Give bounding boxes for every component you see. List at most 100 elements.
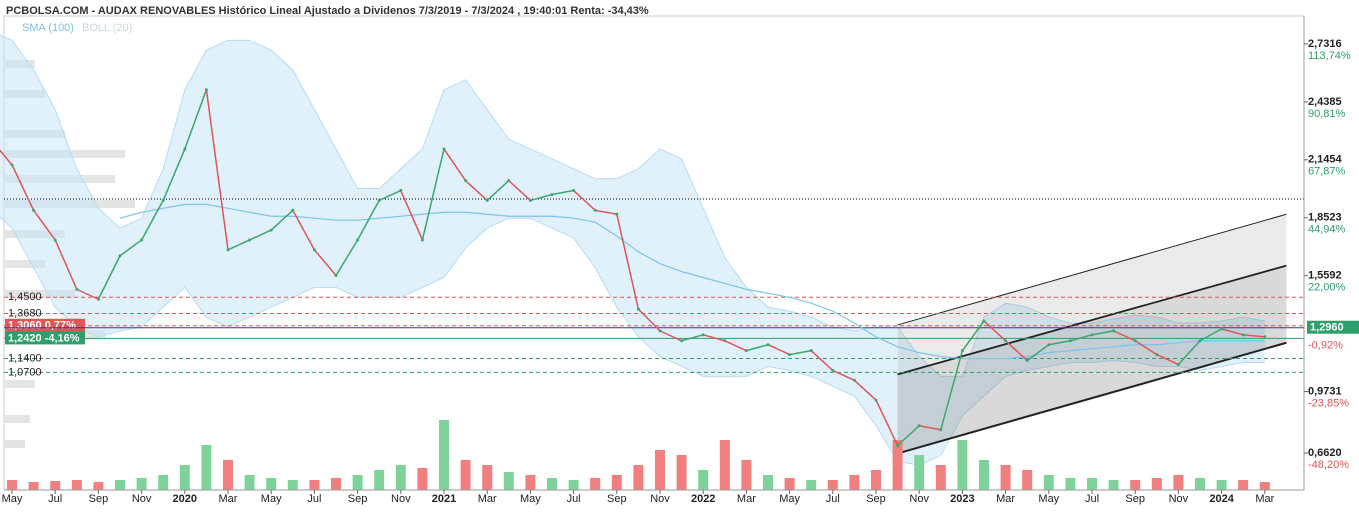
x-tick-label: May — [261, 493, 282, 505]
x-tick-label: May — [520, 493, 541, 505]
price-segment — [54, 239, 78, 290]
y2-tick-label: 44,94% — [1308, 224, 1346, 236]
y2-tick-label: 67,87% — [1308, 166, 1346, 178]
price-point — [831, 368, 835, 372]
price-segment — [465, 180, 488, 201]
x-tick-label: Nov — [650, 493, 670, 505]
price-point — [852, 378, 856, 382]
price-point — [420, 238, 424, 242]
price-point — [226, 248, 230, 252]
price-point — [377, 198, 381, 202]
x-tick-label: Sep — [348, 493, 368, 505]
x-tick-label: May — [779, 493, 800, 505]
price-segment — [681, 334, 704, 342]
price-point — [161, 198, 165, 202]
price-segment — [97, 255, 121, 300]
price-segment — [897, 425, 920, 447]
x-tick-label: Sep — [866, 493, 886, 505]
y2-tick-label: 22,00% — [1308, 282, 1346, 294]
price-segment — [767, 344, 790, 356]
volume-bar — [741, 460, 752, 490]
price-point — [723, 339, 727, 343]
volume-bar — [698, 470, 709, 490]
x-tick-label: 2022 — [691, 493, 715, 505]
price-point — [1198, 339, 1202, 343]
volume-bar — [611, 475, 622, 490]
price-point — [528, 198, 532, 202]
price-segment — [486, 180, 510, 201]
volume-bar — [568, 480, 579, 490]
channel-middle — [897, 264, 1287, 376]
x-tick-label: 2020 — [173, 493, 197, 505]
y2-tick-label: -23,85% — [1308, 397, 1349, 409]
price-segment — [443, 148, 467, 182]
price-segment — [789, 349, 812, 356]
price-point — [118, 254, 122, 258]
price-point — [1176, 362, 1180, 366]
boll-lower — [0, 216, 1265, 466]
level-label: 1,4500 — [8, 291, 42, 303]
volume-bar — [482, 465, 493, 490]
price-segment — [919, 425, 941, 431]
volume-bar — [395, 465, 406, 490]
volume-bar — [525, 475, 536, 490]
x-tick-label: May — [2, 493, 23, 505]
volume-bar — [439, 420, 449, 490]
price-point — [788, 353, 792, 357]
volume-bar — [331, 478, 341, 490]
x-tick-label: 2021 — [432, 493, 456, 505]
level-label: 1,1400 — [8, 352, 42, 364]
price-point — [593, 208, 597, 212]
price-point — [269, 228, 273, 232]
price-segment — [616, 214, 640, 310]
price-segment — [853, 379, 877, 401]
price-segment — [1113, 330, 1136, 342]
price-segment — [140, 200, 164, 241]
price-segment — [76, 288, 99, 300]
x-tick-label: 2024 — [1209, 493, 1234, 505]
x-tick-label: Mar — [737, 493, 756, 505]
volume-bar — [979, 460, 989, 490]
price-point — [917, 424, 921, 428]
y-tick-label: 1,8523 — [1308, 212, 1342, 224]
price-point — [312, 248, 316, 252]
price-segment — [530, 193, 553, 202]
price-segment — [983, 320, 1007, 342]
price-segment — [1177, 340, 1201, 365]
price-point — [636, 307, 640, 311]
price-point — [701, 333, 705, 337]
price-point — [442, 147, 446, 151]
price-segment — [637, 308, 661, 332]
price-segment — [1156, 353, 1179, 366]
x-tick-label: Jul — [48, 493, 62, 505]
price-segment — [421, 148, 445, 241]
volume-bar — [719, 440, 730, 490]
price-segment — [313, 249, 337, 277]
x-tick-label: Mar — [1255, 493, 1274, 505]
volume-bar — [460, 460, 471, 490]
volume-bar — [935, 465, 946, 490]
price-segment — [119, 239, 143, 257]
price-point — [1220, 327, 1224, 331]
volume-bar — [1195, 478, 1205, 490]
price-segment — [724, 340, 747, 352]
x-tick-label: Jul — [826, 493, 840, 505]
volume-bar — [71, 480, 82, 490]
x-tick-label: Nov — [132, 493, 152, 505]
volume-bar — [158, 475, 169, 490]
volume-bar — [352, 475, 363, 490]
volume-bar — [287, 480, 298, 490]
y2-tick-label: -48,20% — [1308, 459, 1349, 471]
price-point — [1133, 339, 1137, 343]
price-segment — [32, 209, 56, 241]
price-point — [485, 198, 489, 202]
price-point — [615, 212, 619, 216]
price-segment — [1048, 340, 1071, 346]
volume-bar — [1173, 475, 1184, 490]
price-point — [1090, 333, 1094, 337]
price-segment — [595, 209, 617, 215]
price-segment — [1243, 334, 1265, 338]
price-point — [204, 88, 208, 92]
